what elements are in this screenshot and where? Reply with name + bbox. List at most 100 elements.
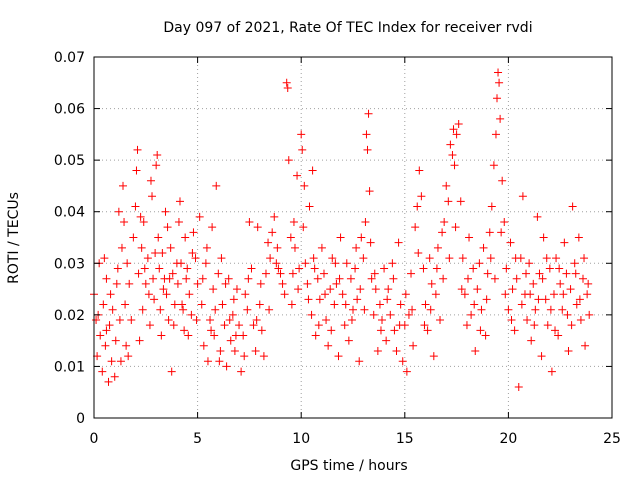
data-point — [188, 248, 197, 257]
data-point — [268, 228, 277, 237]
data-point — [439, 274, 448, 283]
data-point — [300, 181, 309, 190]
data-point — [100, 254, 109, 263]
data-point — [283, 83, 292, 92]
data-point — [562, 269, 571, 278]
x-tick-label: 0 — [90, 431, 99, 447]
data-point — [253, 223, 262, 232]
data-point — [580, 254, 589, 263]
data-point — [467, 310, 476, 319]
data-point — [303, 279, 312, 288]
data-point — [526, 290, 535, 299]
data-point — [511, 254, 520, 263]
data-point — [134, 269, 143, 278]
data-point — [264, 238, 273, 247]
data-point — [230, 346, 239, 355]
data-point — [282, 78, 291, 87]
data-point — [217, 254, 226, 263]
data-point — [359, 254, 368, 263]
data-point — [351, 264, 360, 273]
data-point — [112, 279, 121, 288]
data-point — [491, 130, 500, 139]
data-point — [169, 321, 178, 330]
data-point — [209, 285, 218, 294]
data-point — [214, 269, 223, 278]
data-point — [228, 310, 237, 319]
data-point — [327, 326, 336, 335]
data-point — [332, 279, 341, 288]
data-point — [465, 233, 474, 242]
data-point — [506, 238, 515, 247]
data-point — [382, 336, 391, 345]
data-point — [479, 243, 488, 252]
data-point — [295, 264, 304, 273]
data-point — [508, 285, 517, 294]
data-point — [507, 316, 516, 325]
data-point — [364, 109, 373, 118]
data-point — [534, 295, 543, 304]
grid-layer — [94, 57, 612, 418]
data-point — [426, 305, 435, 314]
data-point — [120, 218, 129, 227]
data-point — [256, 279, 265, 288]
data-point — [298, 145, 307, 154]
data-point — [146, 176, 155, 185]
data-point — [189, 228, 198, 237]
data-point — [462, 321, 471, 330]
data-point — [232, 285, 241, 294]
data-point — [452, 130, 461, 139]
data-point — [476, 326, 485, 335]
data-point — [195, 212, 204, 221]
data-point — [340, 321, 349, 330]
y-tick-label: 0.02 — [54, 308, 85, 324]
data-point — [570, 259, 579, 268]
data-point — [314, 321, 323, 330]
data-point — [502, 264, 511, 273]
data-point — [145, 321, 154, 330]
data-point — [535, 269, 544, 278]
data-point — [148, 192, 157, 201]
data-point — [566, 285, 575, 294]
data-point — [446, 140, 455, 149]
data-point — [150, 295, 159, 304]
data-point — [184, 331, 193, 340]
data-point — [235, 321, 244, 330]
data-point — [486, 254, 495, 263]
data-point — [558, 305, 567, 314]
data-point — [386, 310, 395, 319]
data-point — [203, 357, 212, 366]
data-point — [153, 150, 162, 159]
data-point — [344, 336, 353, 345]
data-point — [131, 202, 140, 211]
data-point — [342, 259, 351, 268]
data-point — [473, 285, 482, 294]
data-point — [495, 78, 504, 87]
data-point — [469, 264, 478, 273]
data-point — [334, 352, 343, 361]
data-point — [181, 233, 190, 242]
data-point — [360, 305, 369, 314]
data-point — [556, 279, 565, 288]
data-point — [272, 259, 281, 268]
data-point — [157, 331, 166, 340]
data-point — [543, 321, 552, 330]
data-point — [182, 274, 191, 283]
data-point — [163, 223, 172, 232]
data-point — [554, 331, 563, 340]
data-point — [218, 300, 227, 309]
data-point — [463, 274, 472, 283]
data-point — [395, 321, 404, 330]
data-point — [113, 264, 122, 273]
data-point — [470, 300, 479, 309]
data-point — [225, 316, 234, 325]
data-point — [266, 254, 275, 263]
y-tick-label: 0.06 — [54, 102, 85, 118]
data-point — [407, 269, 416, 278]
data-point — [284, 156, 293, 165]
data-point — [471, 346, 480, 355]
data-point — [487, 202, 496, 211]
data-point — [388, 259, 397, 268]
data-point — [421, 300, 430, 309]
data-point — [415, 166, 424, 175]
data-point — [482, 295, 491, 304]
